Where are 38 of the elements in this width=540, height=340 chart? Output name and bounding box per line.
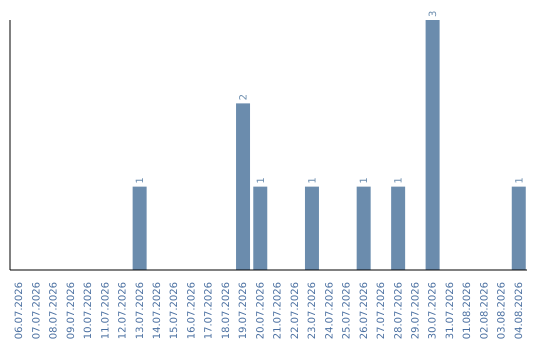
data-label: 1 <box>135 177 146 184</box>
data-label: 2 <box>238 94 250 100</box>
x-tick-label: 03.08.2026 <box>496 282 508 340</box>
x-tick-label: 25.07.2026 <box>342 282 353 340</box>
x-tick-label: 17.07.2026 <box>204 282 215 340</box>
x-tick-label: 31.07.2026 <box>444 282 456 340</box>
x-tick-label: 07.07.2026 <box>31 282 42 340</box>
x-tick-label: 21.07.2026 <box>272 282 284 340</box>
x-tick-label: 04.08.2026 <box>514 282 525 340</box>
data-label: 1 <box>394 177 405 184</box>
x-tick-label: 19.07.2026 <box>238 282 250 340</box>
x-tick-label: 13.07.2026 <box>134 282 146 340</box>
data-label: 1 <box>514 177 526 184</box>
x-tick-label: 02.08.2026 <box>479 282 490 340</box>
x-tick-label: 01.08.2026 <box>462 282 474 340</box>
x-tick-label: 08.07.2026 <box>48 282 60 340</box>
x-tick-label: 10.07.2026 <box>83 282 94 340</box>
data-label: 1 <box>307 177 318 184</box>
x-tick-label: 12.07.2026 <box>118 282 129 340</box>
x-tick-label: 29.07.2026 <box>410 282 422 340</box>
x-tick-label: 24.07.2026 <box>324 282 336 340</box>
x-tick-label: 09.07.2026 <box>66 282 77 340</box>
x-tick-label: 18.07.2026 <box>220 282 232 340</box>
x-tick-label: 26.07.2026 <box>358 282 370 340</box>
data-label: 1 <box>359 177 370 184</box>
x-tick-label: 06.07.2026 <box>14 282 26 340</box>
x-tick-label: 30.07.2026 <box>428 282 439 340</box>
x-tick-label: 11.07.2026 <box>100 282 112 340</box>
x-tick-label: 16.07.2026 <box>186 282 198 340</box>
x-tick-label: 23.07.2026 <box>307 282 318 340</box>
x-tick-label: 20.07.2026 <box>255 282 266 340</box>
data-label: 1 <box>256 177 267 184</box>
data-label: 3 <box>428 10 440 17</box>
x-tick-label: 14.07.2026 <box>152 282 163 340</box>
x-tick-label: 27.07.2026 <box>376 282 388 340</box>
x-tick-label: 28.07.2026 <box>393 282 404 340</box>
x-tick-label: 22.07.2026 <box>290 282 301 340</box>
x-tick-label: 15.07.2026 <box>169 282 180 340</box>
